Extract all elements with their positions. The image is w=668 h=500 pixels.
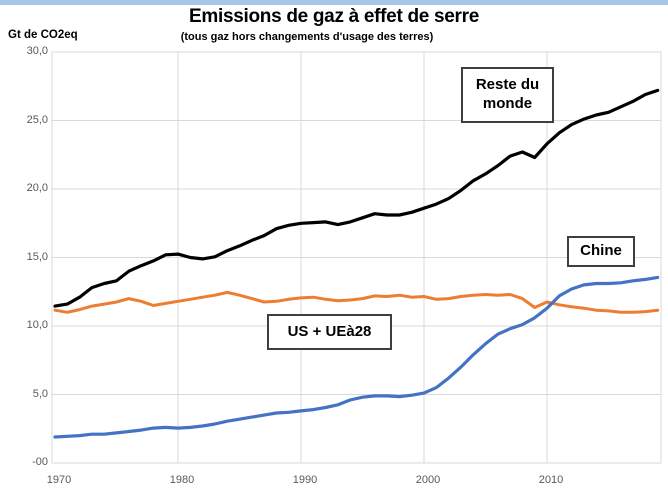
chart-title: Emissions de gaz à effet de serre — [189, 6, 479, 27]
y-axis-unit-label: Gt de CO2eq — [8, 29, 78, 41]
series-line-chine — [53, 275, 660, 439]
series-label-us-ue28: US + UEà28 — [267, 314, 392, 350]
y-tick-label: 30,0 — [26, 45, 48, 57]
x-tick-label: 2010 — [538, 474, 564, 486]
y-tick-label: 15,0 — [26, 250, 48, 263]
series-line-us-ue-28 — [53, 290, 660, 314]
y-tick-label: 25,0 — [26, 113, 48, 126]
y-tick-label: 10,0 — [26, 319, 48, 331]
y-tick-label: 20,0 — [26, 182, 48, 194]
y-tick-label: -00 — [32, 456, 48, 468]
y-tick-label: 5,0 — [32, 387, 48, 400]
window-top-strip — [0, 0, 668, 5]
series-label-chine: Chine — [567, 236, 635, 267]
series-line-reste-du-monde — [53, 88, 660, 308]
x-tick-label: 1980 — [169, 474, 195, 486]
x-tick-label: 1970 — [46, 474, 72, 486]
x-tick-label: 1990 — [292, 474, 318, 486]
series-label-reste-du-monde: Reste du monde — [461, 67, 554, 123]
x-tick-label: 2000 — [415, 474, 441, 486]
chart-subtitle: (tous gaz hors changements d'usage des t… — [180, 31, 434, 43]
